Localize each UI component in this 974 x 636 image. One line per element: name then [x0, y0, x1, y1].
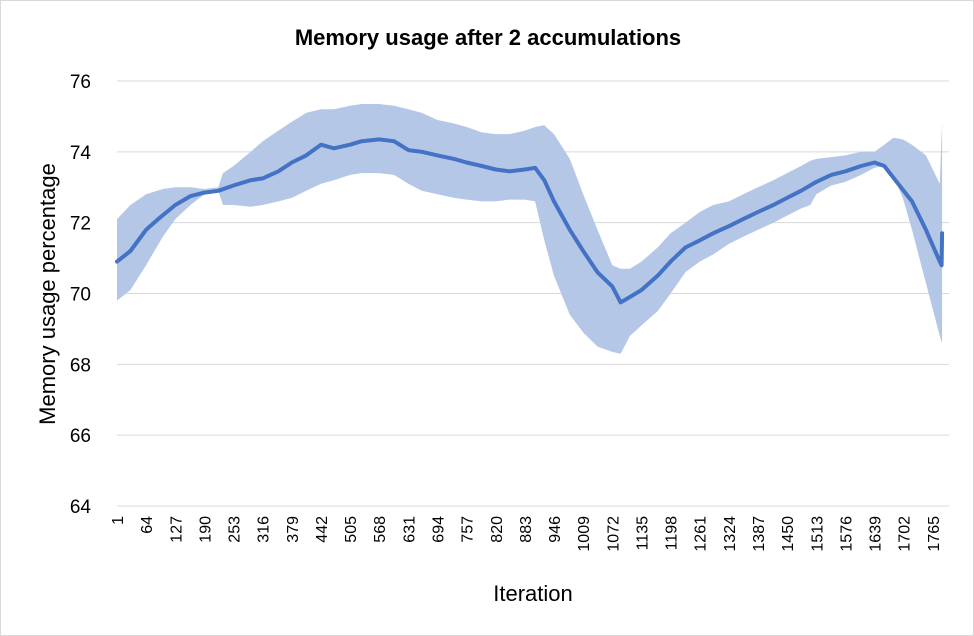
x-tick-label: 694	[430, 516, 447, 543]
x-tick-label: 1513	[809, 516, 826, 552]
x-tick-label: 1702	[897, 516, 914, 552]
x-tick-label: 820	[489, 516, 506, 543]
y-tick-label: 74	[70, 143, 92, 164]
y-axis-label: Memory usage percentage	[35, 163, 60, 425]
x-tick-label: 1450	[780, 516, 797, 552]
y-tick-label: 72	[70, 214, 91, 235]
x-tick-label: 316	[256, 516, 273, 543]
series-line-0	[115, 137, 945, 305]
x-tick-label: 883	[518, 516, 535, 543]
x-tick-label: 379	[285, 516, 302, 543]
x-axis-ticks: 1 64 127 190 253 316 379 442 505 568 631 694 757 820 8…	[110, 516, 943, 552]
y-tick-label: 64	[70, 497, 92, 518]
x-tick-label: 127	[168, 516, 185, 543]
x-tick-label: 442	[314, 516, 331, 543]
x-tick-label: 1	[110, 516, 127, 525]
line-layer	[115, 137, 945, 305]
y-axis-ticks: 64 66 68 70 72 74 76	[70, 72, 92, 518]
y-tick-label: 70	[70, 285, 91, 306]
x-tick-label: 1324	[722, 516, 739, 552]
x-tick-label: 253	[227, 516, 244, 543]
x-tick-label: 505	[343, 516, 360, 543]
x-tick-label: 1009	[576, 516, 593, 552]
x-tick-label: 1765	[926, 516, 943, 552]
x-tick-label: 1639	[868, 516, 885, 552]
y-tick-label: 76	[70, 72, 91, 93]
y-tick-label: 68	[70, 355, 91, 376]
x-tick-label: 1387	[751, 516, 768, 552]
x-tick-label: 64	[139, 516, 156, 534]
x-tick-label: 631	[401, 516, 418, 543]
x-tick-label: 1072	[605, 516, 622, 552]
x-tick-label: 757	[460, 516, 477, 543]
y-tick-label: 66	[70, 426, 91, 447]
x-tick-label: 1135	[634, 516, 651, 551]
x-tick-label: 568	[372, 516, 389, 543]
x-tick-label: 946	[547, 516, 564, 543]
chart-title: Memory usage after 2 accumulations	[295, 25, 681, 50]
x-axis-label: Iteration	[493, 581, 573, 606]
range-band	[117, 104, 943, 354]
x-tick-label: 190	[197, 516, 214, 543]
x-tick-label: 1261	[693, 516, 710, 552]
band-layer	[117, 104, 943, 354]
x-tick-label: 1576	[838, 516, 855, 552]
x-tick-label: 1198	[664, 516, 681, 551]
